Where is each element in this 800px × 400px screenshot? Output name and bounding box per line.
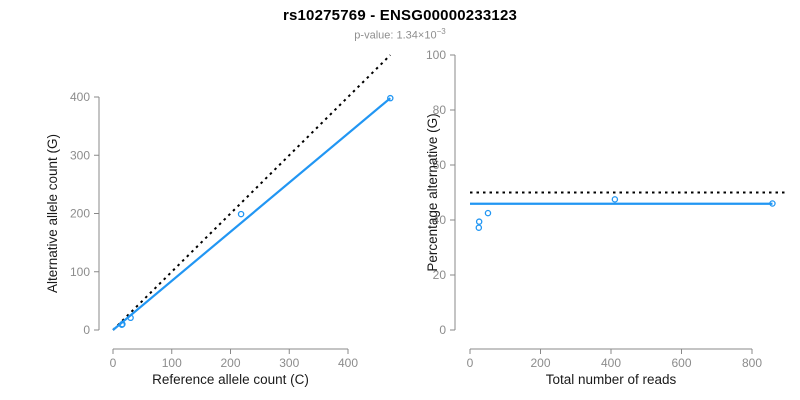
y-tick-label: 200 [70,207,90,221]
x-tick-label: 0 [467,356,474,370]
x-axis-title: Total number of reads [546,372,677,387]
y-tick-label: 0 [439,323,446,337]
x-tick-label: 600 [671,356,691,370]
fit-line [112,97,392,331]
y-tick-label: 60 [433,158,447,172]
data-point [769,200,776,207]
y-tick-label: 300 [70,148,90,162]
identity-line [112,54,392,331]
x-axis-title: Reference allele count (C) [152,372,309,387]
p-value-text: p-value: 1.34×10 [354,29,437,42]
chart-subtitle: p-value: 1.34×10−3 [0,27,800,42]
p-value-exponent: −3 [436,27,446,36]
y-tick-label: 400 [70,90,90,104]
data-point [119,320,126,328]
data-point [475,218,483,225]
y-axis-title: Percentage alternative (G) [425,113,440,271]
x-tick-label: 100 [162,356,182,370]
x-tick-label: 800 [742,356,762,370]
y-tick-label: 0 [83,323,90,337]
data-point [237,210,245,218]
x-tick-label: 200 [220,356,240,370]
chart-header: rs10275769 - ENSG00000233123 p-value: 1.… [0,0,800,42]
data-point [484,209,492,217]
y-tick-label: 100 [70,265,90,279]
x-tick-label: 200 [530,356,550,370]
y-tick-label: 40 [433,213,447,227]
data-point [611,196,619,203]
y-axis-title: Alternative allele count (G) [45,134,60,293]
x-tick-label: 0 [110,356,117,370]
x-tick-label: 400 [601,356,621,370]
y-tick-label: 100 [426,48,446,62]
y-tick-label: 80 [433,103,447,117]
chart-title: rs10275769 - ENSG00000233123 [282,7,518,24]
x-tick-label: 400 [338,356,358,370]
data-point [127,314,134,322]
x-tick-label: 300 [279,356,299,370]
y-tick-label: 20 [433,268,447,282]
data-point [475,224,483,231]
data-point [387,94,394,102]
